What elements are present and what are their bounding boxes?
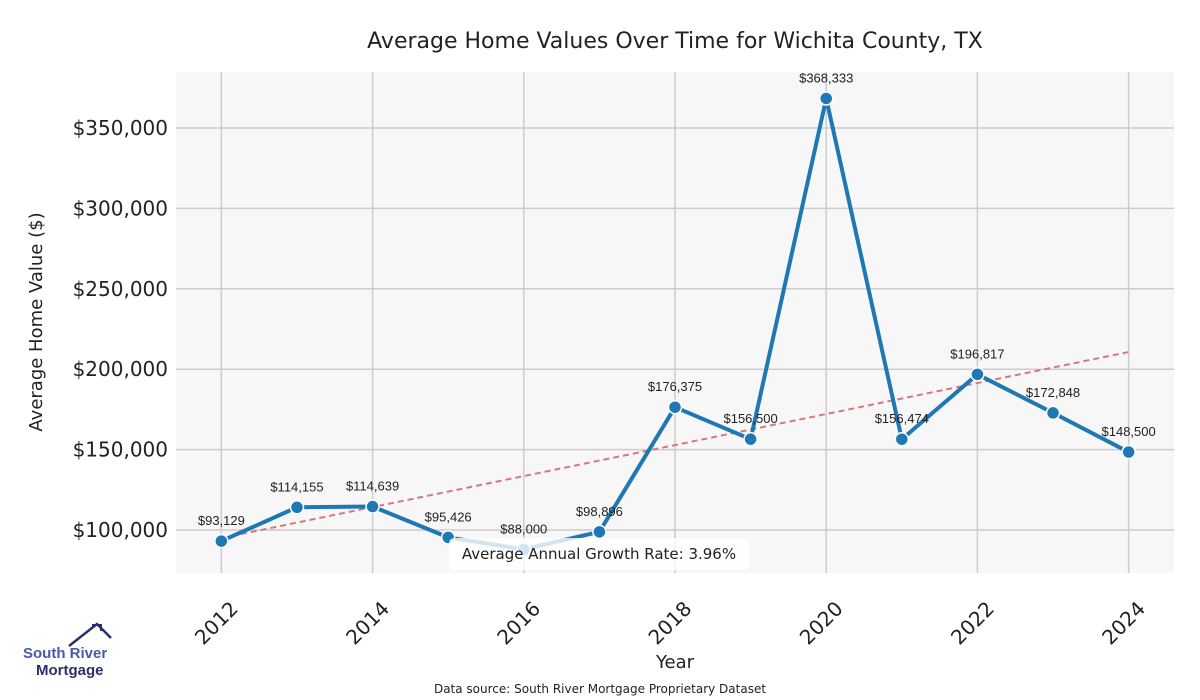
data-label: $148,500	[1102, 424, 1156, 439]
data-label: $93,129	[198, 513, 245, 528]
data-label: $114,639	[346, 479, 399, 494]
data-label: $368,333	[799, 70, 853, 85]
x-tick-label: 2014	[341, 596, 394, 649]
y-tick-label: $200,000	[73, 357, 168, 381]
data-source: Data source: South River Mortgage Propri…	[434, 682, 766, 696]
data-label: $95,426	[425, 509, 472, 524]
logo-line2: Mortgage	[36, 662, 104, 679]
data-point	[1045, 405, 1061, 421]
growth-rate-text: Average Annual Growth Rate: 3.96%	[462, 545, 736, 563]
y-axis-label: Average Home Value ($)	[26, 212, 47, 431]
data-label: $88,000	[500, 521, 547, 536]
data-point	[818, 91, 834, 106]
growth-annotation: Average Annual Growth Rate: 3.96%	[449, 538, 749, 570]
data-label: $114,155	[270, 479, 323, 494]
data-point	[1121, 444, 1136, 460]
data-label: $176,375	[648, 379, 702, 394]
y-tick-label: $100,000	[73, 518, 168, 542]
south-river-mortgage-logo: South River Mortgage	[23, 622, 112, 679]
data-point	[743, 431, 758, 447]
data-label: $156,474	[875, 411, 929, 426]
chart-title: Average Home Values Over Time for Wichit…	[367, 29, 983, 54]
x-tick-label: 2012	[190, 596, 243, 649]
x-axis-label: Year	[655, 652, 695, 673]
data-label: $156,500	[723, 411, 777, 426]
data-label: $196,817	[950, 346, 1004, 361]
logo-line1: South River	[23, 645, 107, 662]
x-tick-label: 2016	[492, 596, 545, 649]
y-tick-label: $300,000	[73, 196, 168, 220]
data-point	[894, 431, 910, 447]
data-point	[970, 367, 985, 382]
y-tick-label: $350,000	[73, 116, 168, 140]
y-tick-label: $250,000	[73, 277, 168, 301]
data-point	[592, 524, 607, 540]
x-tick-label: 2018	[643, 596, 696, 649]
data-label: $172,848	[1026, 385, 1080, 400]
data-point	[214, 533, 229, 549]
data-point	[667, 399, 683, 415]
data-label: $98,896	[576, 504, 623, 519]
y-tick-label: $150,000	[73, 438, 168, 462]
x-tick-label: 2020	[795, 596, 848, 649]
data-point	[289, 500, 305, 515]
x-tick-label: 2022	[946, 596, 999, 649]
data-point	[365, 499, 380, 514]
x-tick-label: 2024	[1097, 596, 1150, 649]
